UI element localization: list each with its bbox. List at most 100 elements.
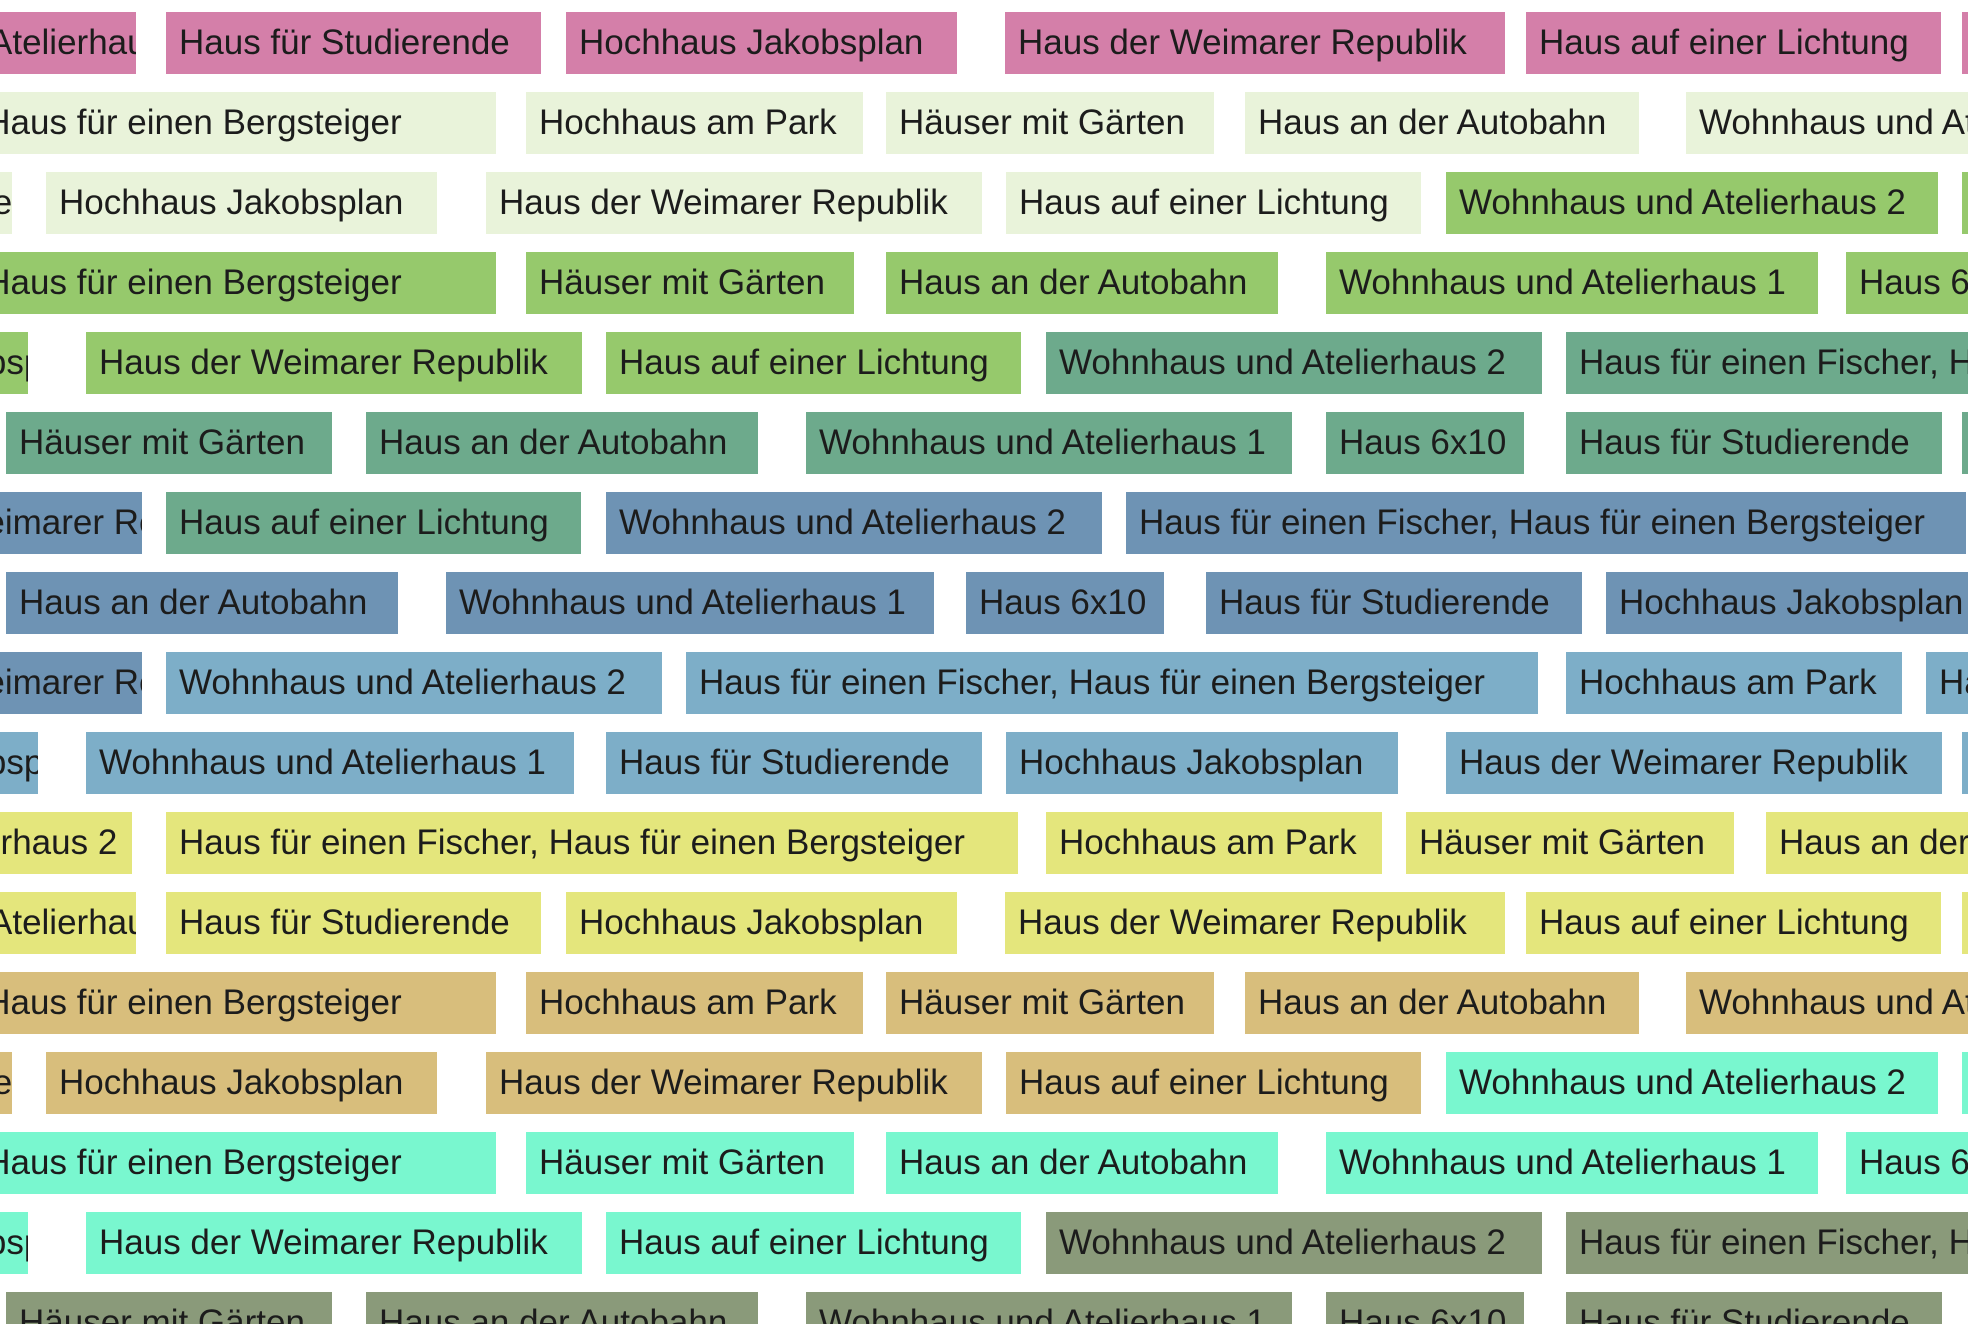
house-tag[interactable]: Hochhaus Jakobsplan [46, 1052, 437, 1114]
tag-row: Jakobsplan Haus der Weimarer Republik Haus… [0, 1212, 1968, 1274]
house-tag[interactable]: Haus an der Autobahn [1245, 92, 1639, 154]
house-tag[interactable]: Haus auf einer Lichtung [1962, 732, 1968, 794]
house-tag[interactable]: Haus an der Autobahn [366, 1292, 758, 1324]
house-tag[interactable]: Jakobsplan [0, 1212, 28, 1274]
house-tag[interactable]: Wohnhaus und Atelierhaus 1 [1326, 252, 1818, 314]
house-tag[interactable]: Häuser mit Gärten [6, 1292, 332, 1324]
house-tag[interactable]: Fischer, Haus für einen Bergsteiger [0, 1132, 496, 1194]
house-tag[interactable]: Haus der Weimarer Republik [1005, 12, 1505, 74]
house-tag[interactable]: Haus für einen Fischer, Haus für einen B… [1126, 492, 1966, 554]
house-tag[interactable]: Häuser mit Gärten [6, 412, 332, 474]
tag-row: Atelierhaus 1 Haus für Studierende Hochhau… [0, 892, 1968, 954]
house-tag[interactable]: Fischer, Haus für einen Bergsteiger [0, 252, 496, 314]
house-tag[interactable]: Haus 6x10 [1326, 1292, 1524, 1324]
house-tag[interactable]: Hochhaus Jakobsplan [566, 12, 957, 74]
house-tag[interactable]: Wohnhaus und Atelierhaus 1 [1686, 92, 1968, 154]
house-tag[interactable]: Haus auf einer Lichtung [1006, 1052, 1421, 1114]
tag-row: Häuser mit Gärten Haus an der Autobahn Woh… [0, 412, 1968, 474]
house-tag[interactable]: Haus für Studierende [606, 732, 982, 794]
house-tag[interactable]: Haus auf einer Lichtung [1006, 172, 1421, 234]
house-tag[interactable]: Wohnhaus und Atelierhaus 2 [1046, 332, 1542, 394]
house-tag[interactable]: Haus für einen Fischer, Haus für einen B… [1566, 1212, 1968, 1274]
house-tag[interactable]: Häuser mit Gärten [1926, 652, 1968, 714]
house-tag[interactable]: Hochhaus am Park [526, 972, 863, 1034]
house-tag[interactable]: Jakobsplan [0, 332, 28, 394]
house-tag[interactable]: Wohnhaus und Atelierhaus 2 [1046, 1212, 1542, 1274]
tag-row: Weimarer Republik Haus auf einer Lichtung… [0, 492, 1968, 554]
house-tag[interactable]: Wohnhaus und Atelierhaus 2 [166, 652, 662, 714]
house-tag[interactable]: Wohnhaus und Atelierhaus 1 [806, 1292, 1292, 1324]
tag-row: Fischer, Haus für einen Bergsteiger Häuse… [0, 1132, 1968, 1194]
house-tag[interactable]: Wohnhaus und Atelierhaus 2 [1446, 172, 1938, 234]
house-tag[interactable]: Hochhaus Jakobsplan [1006, 732, 1398, 794]
house-tag[interactable]: Hochhaus [1962, 412, 1968, 474]
house-tag[interactable]: Haus der Weimarer Republik [486, 172, 982, 234]
house-tag[interactable]: Haus 6x10 [1846, 1132, 1968, 1194]
house-tag[interactable]: Jakobsplan [0, 732, 38, 794]
house-tag[interactable]: Haus der Weimarer Republik [486, 1052, 982, 1114]
house-tag[interactable]: Häuser mit Gärten [886, 92, 1214, 154]
house-tag[interactable]: Haus der Weimarer Republik [86, 1212, 582, 1274]
house-tag[interactable]: Haus an der Autobahn [6, 572, 398, 634]
house-tag[interactable]: Haus der Weimarer Republik [1005, 892, 1505, 954]
house-tag[interactable]: Atelierhaus 1 [0, 12, 136, 74]
house-tag[interactable]: Haus für Studierende [166, 12, 541, 74]
house-tag[interactable]: Haus für Studierende [166, 892, 541, 954]
house-tag[interactable]: Haus an der Autobahn [886, 1132, 1278, 1194]
house-tag[interactable]: Wohnhaus [1962, 12, 1968, 74]
house-tag[interactable]: Wohnhaus und Atelierhaus 1 [1326, 1132, 1818, 1194]
house-tag[interactable]: Haus für einen Fischer, Haus für einen B… [1566, 332, 1968, 394]
house-tag[interactable]: Haus für Studierende [1566, 1292, 1942, 1324]
house-tag[interactable]: Häuser mit Gärten [526, 1132, 854, 1194]
house-tag[interactable]: Haus für Studierende [1206, 572, 1582, 634]
house-tag[interactable]: Hochhaus Jakobsplan [1606, 572, 1968, 634]
house-tag[interactable]: Haus an der Autobahn [886, 252, 1278, 314]
house-tag[interactable]: Studierende [0, 1052, 12, 1114]
house-tag[interactable]: Haus an der Autobahn [1245, 972, 1639, 1034]
house-tag[interactable]: Fischer, Haus für einen Bergsteiger [0, 972, 496, 1034]
tag-row: Haus an der Autobahn Wohnhaus und Atelier… [0, 572, 1968, 634]
house-tag[interactable]: Haus auf einer Lichtung [606, 1212, 1021, 1274]
house-tag[interactable]: Hochhaus am Park [1566, 652, 1902, 714]
house-tag[interactable]: Atelierhaus 2 [0, 812, 132, 874]
house-tag[interactable]: Haus 6x10 [966, 572, 1164, 634]
tag-row: Studierende Hochhaus Jakobsplan Haus der W… [0, 172, 1968, 234]
house-tag[interactable]: Wohnhaus [1962, 892, 1968, 954]
house-tag[interactable]: Hochhaus Jakobsplan [566, 892, 957, 954]
house-tag[interactable]: Haus für einen Fischer, Haus für einen B… [166, 812, 1018, 874]
tag-row: Jakobsplan Haus der Weimarer Republik Haus… [0, 332, 1968, 394]
house-tag[interactable]: Wohnhaus und Atelierhaus 1 [86, 732, 574, 794]
house-tag[interactable]: Haus an der Autobahn [1766, 812, 1968, 874]
house-tag[interactable]: Haus 6x10 [1326, 412, 1524, 474]
house-tag[interactable]: Wohnhaus und Atelierhaus 1 [1686, 972, 1968, 1034]
house-tag[interactable]: Haus für einen Fischer, Haus für einen B… [686, 652, 1538, 714]
house-tag[interactable]: Haus für Studierende [1566, 412, 1942, 474]
house-tag[interactable]: Haus auf einer Lichtung [1526, 12, 1941, 74]
house-tag[interactable]: Wohnhaus und Atelierhaus 1 [446, 572, 934, 634]
house-tag[interactable]: Studierende [0, 172, 12, 234]
house-tag[interactable]: Häuser mit Gärten [526, 252, 854, 314]
house-tag[interactable]: Haus 6x10 [1846, 252, 1968, 314]
house-tag[interactable]: Hochhaus am Park [1046, 812, 1382, 874]
tag-row: Studierende Hochhaus Jakobsplan Haus der W… [0, 1052, 1968, 1114]
house-tag[interactable]: Hochhaus Jakobsplan [46, 172, 437, 234]
house-tag[interactable]: Haus 6x10 [1962, 172, 1968, 234]
house-tag[interactable]: Haus der Weimarer Republik [1446, 732, 1942, 794]
house-tag[interactable]: Fischer, Haus für einen Bergsteiger [0, 92, 496, 154]
house-tag[interactable]: Haus an der Autobahn [366, 412, 758, 474]
house-tag[interactable]: Wohnhaus und Atelierhaus 2 [606, 492, 1102, 554]
house-tag[interactable]: Haus auf einer Lichtung [606, 332, 1021, 394]
house-tag[interactable]: Haus der Weimarer Republik [86, 332, 582, 394]
tag-row: Jakobsplan Wohnhaus und Atelierhaus 1 Haus… [0, 732, 1968, 794]
house-tag[interactable]: Hochhaus am Park [526, 92, 863, 154]
house-tag[interactable]: Häuser mit Gärten [886, 972, 1214, 1034]
house-tag[interactable]: Wohnhaus und Atelierhaus 2 [1446, 1052, 1938, 1114]
house-tag[interactable]: Haus 6x10 [1962, 1052, 1968, 1114]
house-tag[interactable]: Weimarer Republik [0, 652, 142, 714]
house-tag[interactable]: Haus auf einer Lichtung [166, 492, 581, 554]
house-tag[interactable]: Haus auf einer Lichtung [1526, 892, 1941, 954]
house-tag[interactable]: Wohnhaus und Atelierhaus 1 [806, 412, 1292, 474]
house-tag[interactable]: Weimarer Republik [0, 492, 142, 554]
house-tag[interactable]: Atelierhaus 1 [0, 892, 136, 954]
house-tag[interactable]: Häuser mit Gärten [1406, 812, 1734, 874]
